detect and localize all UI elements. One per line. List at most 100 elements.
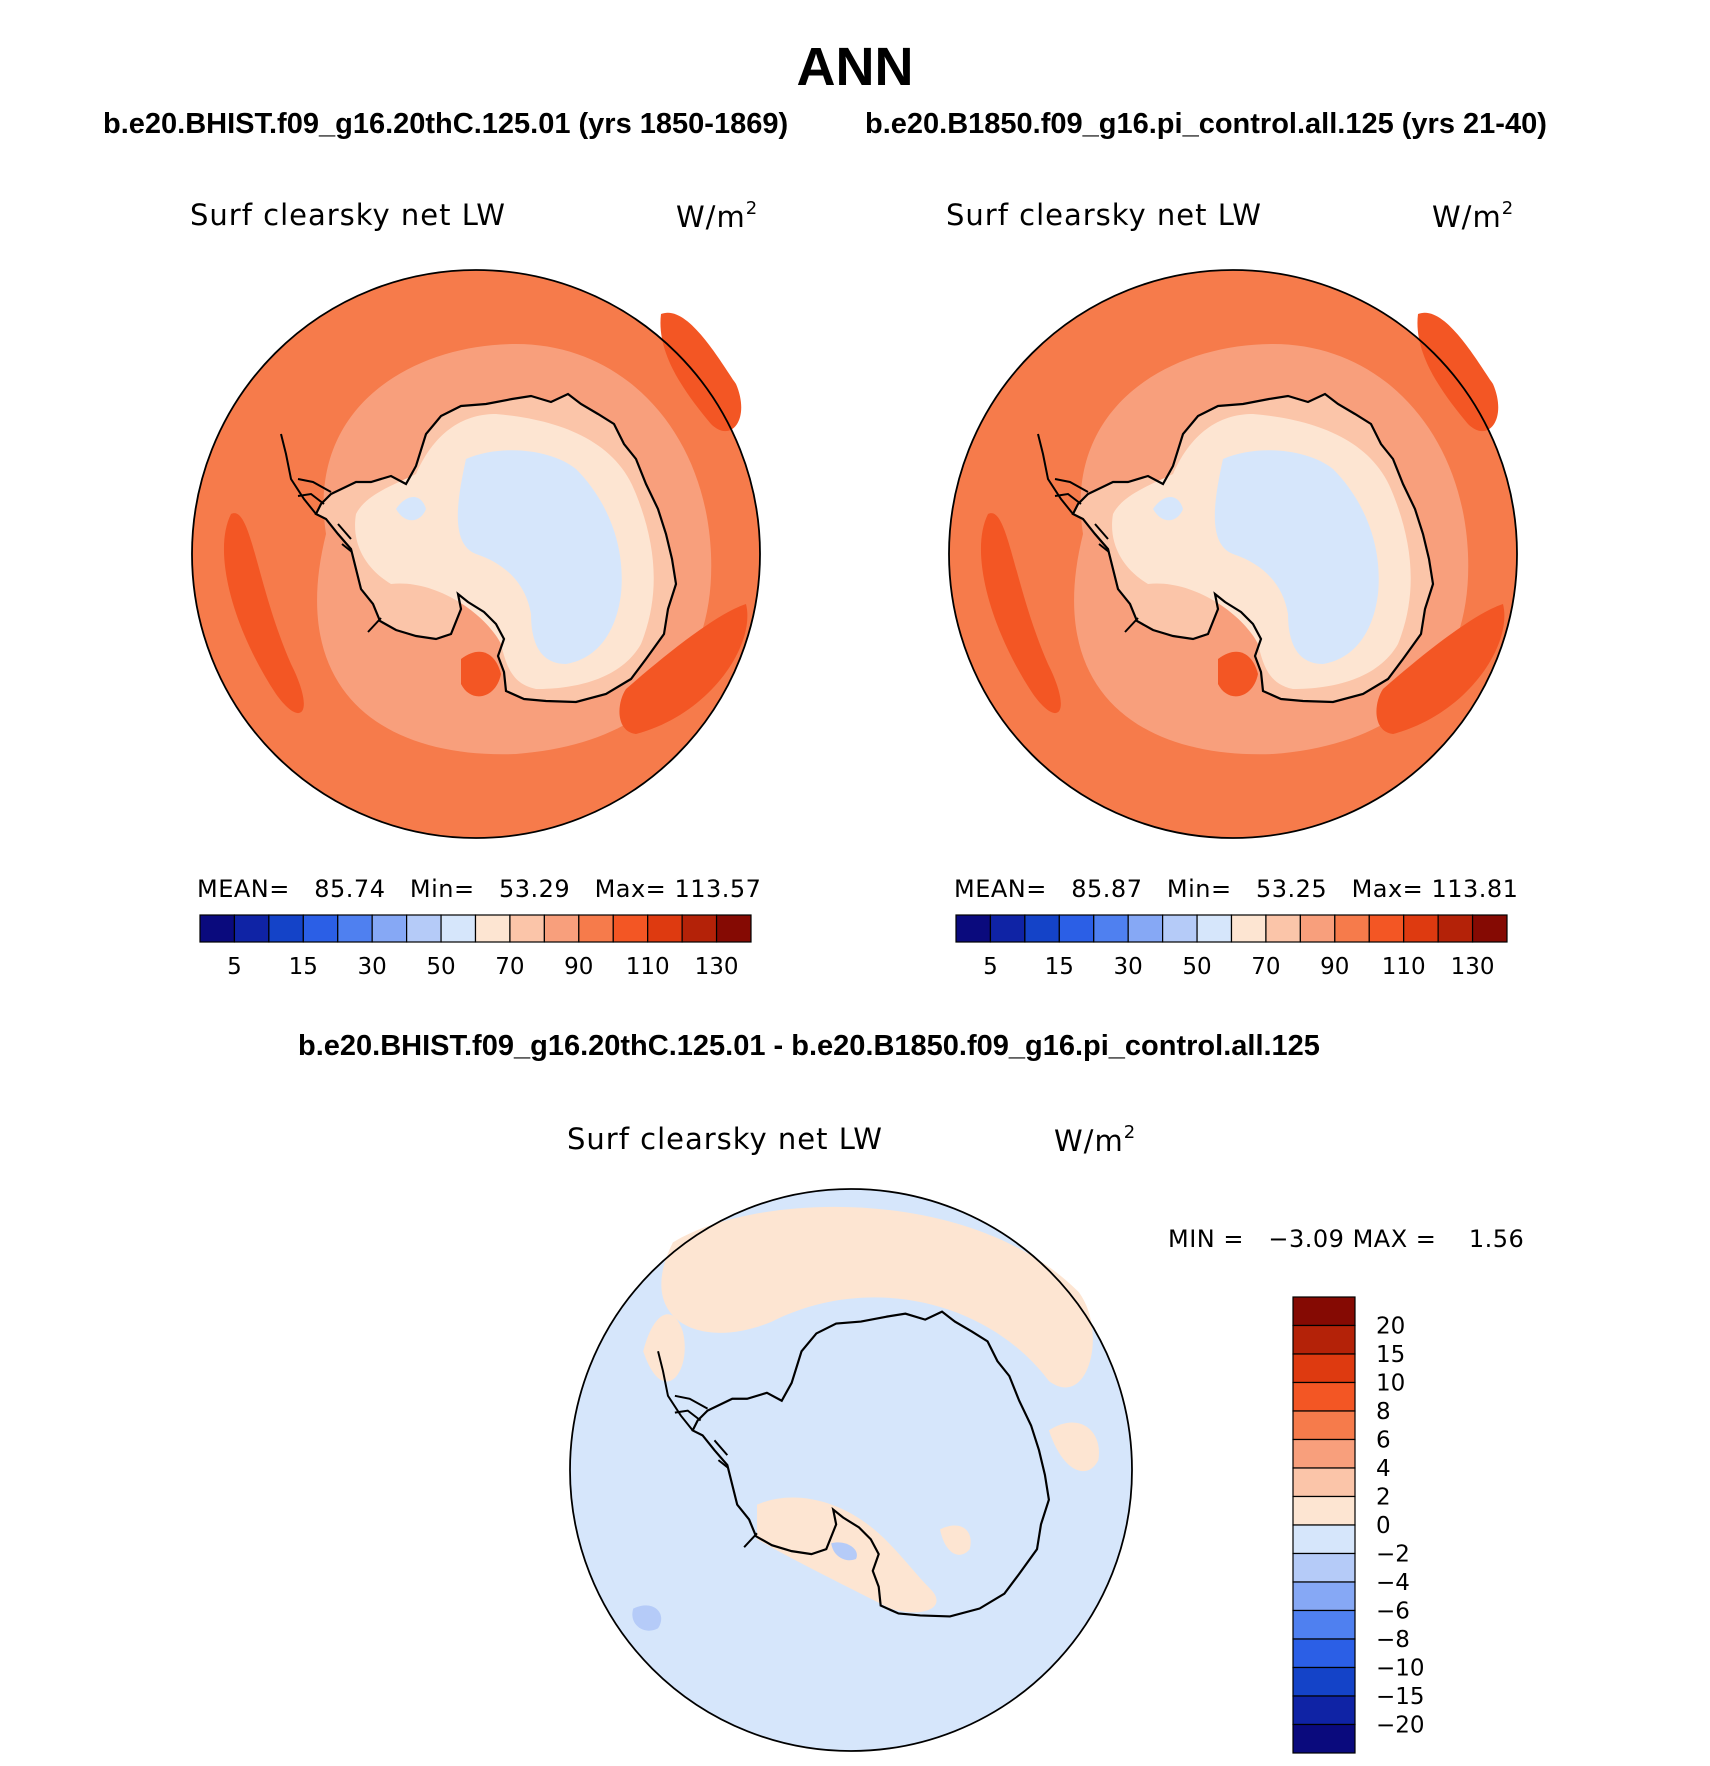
panel1-colorbar-swatch bbox=[509, 914, 545, 943]
diff-neg2-patch bbox=[632, 1605, 662, 1631]
diff-colorbar-swatch bbox=[1292, 1581, 1356, 1612]
diff-colorbar-tick-label: 6 bbox=[1376, 1428, 1391, 1454]
diff-colorbar-swatch bbox=[1292, 1381, 1356, 1412]
panel2-colorbar-swatch bbox=[1437, 914, 1474, 943]
panel2-colorbar-swatch bbox=[1334, 914, 1370, 943]
panel1-ocean-max-ross bbox=[461, 651, 501, 697]
panel2-polar-map bbox=[948, 269, 1518, 839]
panel2-colorbar-swatch bbox=[955, 914, 992, 943]
diff-colorbar-swatch bbox=[1292, 1438, 1356, 1469]
panel2-peninsula-coast bbox=[1037, 433, 1139, 633]
panel2-colorbar-tick-label: 5 bbox=[983, 954, 998, 980]
diff-unit: W/m2 bbox=[1054, 1122, 1137, 1158]
panel2-field bbox=[948, 269, 1518, 839]
panel2-colorbar-tick-label: 130 bbox=[1451, 954, 1495, 980]
panel2-ocean-max-ne bbox=[1417, 312, 1499, 432]
panel1-min-label: Min= bbox=[409, 875, 475, 903]
diff-colorbar-tick-label: −20 bbox=[1376, 1713, 1425, 1739]
panel2-map-border bbox=[948, 269, 1518, 839]
panel1-colorbar-swatch bbox=[337, 914, 373, 943]
panel2-min-value: 53.25 bbox=[1255, 875, 1328, 903]
panel1-colorbar-swatch bbox=[233, 914, 270, 943]
panel1-colorbar-swatch bbox=[681, 914, 718, 943]
panel1-stats: MEAN= 85.74 Min= 53.29 Max= 113.57 bbox=[197, 875, 761, 903]
diff-peninsula-coast bbox=[657, 1351, 758, 1548]
panel1-unit: W/m2 bbox=[676, 198, 759, 234]
diff-colorbar-tick-label: 10 bbox=[1376, 1371, 1405, 1397]
panel1-colorbar-swatch bbox=[543, 914, 580, 943]
diff-colorbar-swatch bbox=[1292, 1410, 1356, 1441]
diff-min-value: −3.09 bbox=[1268, 1225, 1345, 1253]
panel1-colorbar-swatch bbox=[268, 914, 304, 943]
diff-variable-title: Surf clearsky net LW bbox=[567, 1122, 883, 1156]
panel1-colorbar-swatch bbox=[302, 914, 339, 943]
panel2-colorbar-swatch bbox=[1230, 914, 1267, 943]
panel1-colorbar-tick-label: 50 bbox=[426, 954, 455, 980]
panel1-colorbar-tick-label: 70 bbox=[495, 954, 524, 980]
panel1-colorbar-swatch bbox=[612, 914, 649, 943]
diff-pos-east bbox=[1048, 1422, 1099, 1472]
panel2-min-label: Min= bbox=[1166, 875, 1232, 903]
panel1-variable-title: Surf clearsky net LW bbox=[190, 198, 506, 232]
panel1-colorbar-tick-label: 130 bbox=[695, 954, 739, 980]
diff-map-border bbox=[569, 1188, 1133, 1752]
panel1-ocean-max-ne bbox=[660, 312, 742, 432]
panel2-ocean-max-ross bbox=[1218, 651, 1258, 697]
diff-colorbar-tick-label: −4 bbox=[1376, 1570, 1410, 1596]
diff-colorbar-tick-label: −15 bbox=[1376, 1684, 1425, 1710]
panel1-mean-value: 85.74 bbox=[314, 875, 386, 903]
panel2-stats: MEAN= 85.87 Min= 53.25 Max= 113.81 bbox=[954, 875, 1518, 903]
panel2-colorbar-tick-label: 70 bbox=[1251, 954, 1280, 980]
panel2-colorbar-swatch bbox=[1471, 914, 1508, 943]
panel2-colorbar-swatch bbox=[1127, 914, 1164, 943]
panel2-ocean-max-se bbox=[1376, 604, 1505, 734]
panel2-colorbar-tick-label: 90 bbox=[1320, 954, 1349, 980]
panel2-max-value: 113.81 bbox=[1431, 875, 1519, 903]
diff-pos-north bbox=[661, 1206, 1093, 1388]
diff-colorbar-swatch bbox=[1292, 1524, 1356, 1555]
panel2-colorbar-tick-label: 30 bbox=[1114, 954, 1143, 980]
panel1-ocean-max-se bbox=[619, 604, 748, 734]
panel1-land-plateau bbox=[457, 450, 622, 664]
diff-colorbar-tick-label: 20 bbox=[1376, 1314, 1405, 1340]
diff-pos-patch bbox=[940, 1525, 971, 1555]
panel2-colorbar-swatch bbox=[1299, 914, 1336, 943]
panel2-colorbar-swatch bbox=[1162, 914, 1198, 943]
diff-colorbar-swatch bbox=[1292, 1609, 1356, 1640]
panel1-peninsula-coast bbox=[280, 433, 382, 633]
panel1-colorbar-tick-label: 15 bbox=[289, 954, 318, 980]
diff-pos-west bbox=[643, 1314, 685, 1382]
panel2-unit: W/m2 bbox=[1432, 198, 1515, 234]
panel1-colorbar: 5 15 30 50 70 90 110 130 bbox=[199, 914, 752, 980]
diff-colorbar-swatch bbox=[1292, 1666, 1356, 1697]
diff-colorbar-swatch bbox=[1292, 1695, 1356, 1726]
diff-max-label: MAX = bbox=[1352, 1225, 1437, 1253]
panel1-colorbar-swatch bbox=[199, 914, 236, 943]
diff-colorbar-swatch bbox=[1292, 1324, 1356, 1355]
panel2-colorbar-tick-label: 15 bbox=[1045, 954, 1074, 980]
panel2-colorbar-swatch bbox=[1093, 914, 1129, 943]
diff-stats: MIN = −3.09 MAX = 1.56 bbox=[1168, 1225, 1524, 1253]
diff-coastline bbox=[691, 1310, 1051, 1618]
panel2-colorbar: 5 15 30 50 70 90 110 130 bbox=[955, 914, 1508, 980]
diff-colorbar-swatch bbox=[1292, 1552, 1356, 1583]
panel2-variable-title: Surf clearsky net LW bbox=[946, 198, 1262, 232]
diff-colorbar-tick-label: 4 bbox=[1376, 1456, 1391, 1482]
panel1-colorbar-swatch bbox=[715, 914, 752, 943]
panel1-field bbox=[191, 269, 761, 839]
panel1-max-value: 113.57 bbox=[674, 875, 762, 903]
diff-max-value: 1.56 bbox=[1468, 1225, 1525, 1253]
diff-colorbar-tick-label: −10 bbox=[1376, 1656, 1425, 1682]
diff-colorbar-tick-label: −2 bbox=[1376, 1542, 1410, 1568]
page-title: ANN bbox=[796, 37, 914, 97]
diff-colorbar-swatch bbox=[1292, 1723, 1356, 1754]
diff-header: b.e20.BHIST.f09_g16.20thC.125.01 - b.e20… bbox=[298, 1030, 1320, 1062]
panel1-polar-map bbox=[191, 269, 761, 839]
panel1-colorbar-swatch bbox=[440, 914, 477, 943]
diff-colorbar-tick-label: 0 bbox=[1376, 1513, 1391, 1539]
panel1-colorbar-tick-label: 5 bbox=[227, 954, 242, 980]
panel1-colorbar-tick-label: 30 bbox=[358, 954, 387, 980]
panel1-colorbar-swatch bbox=[647, 914, 683, 943]
panel2-land-plateau bbox=[1214, 450, 1379, 664]
diff-colorbar-tick-label: 15 bbox=[1376, 1342, 1405, 1368]
